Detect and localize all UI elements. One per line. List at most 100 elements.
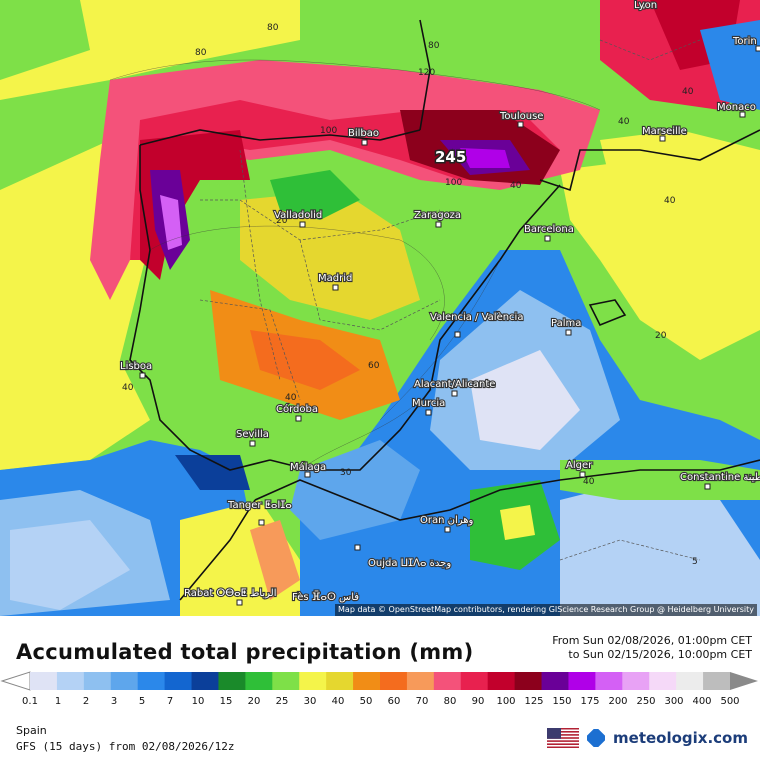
scale-cell <box>676 672 704 690</box>
color-scale <box>0 671 758 691</box>
scale-tick-label: 15 <box>219 696 233 707</box>
scale-tick-label: 250 <box>636 696 656 707</box>
precipitation-map[interactable]: 80 80 80 120 100 100 40 40 40 40 40 40 4… <box>0 0 760 616</box>
city-label: Bilbao <box>348 128 379 139</box>
scale-cell <box>622 672 650 690</box>
scale-tick-label: 2 <box>82 696 90 707</box>
scale-tick-label: 50 <box>359 696 373 707</box>
scale-tick-label: 40 <box>331 696 345 707</box>
contour-label: 40 <box>285 393 297 403</box>
contour-label: 40 <box>510 181 522 191</box>
city-label: Málaga <box>290 461 326 473</box>
precip-area <box>600 130 760 190</box>
scale-tick-label: 100 <box>496 696 516 707</box>
meteologix-logo-icon <box>587 729 606 747</box>
scale-cell <box>30 672 58 690</box>
precip-area <box>240 190 420 320</box>
contour-label: 20 <box>276 216 288 226</box>
contour-label: 40 <box>664 196 676 206</box>
city-label: Lisboa <box>120 361 152 372</box>
city-label: Tanger ⵟⴰⵏⵊⴰ <box>227 500 292 511</box>
precip-area <box>250 520 300 600</box>
region-borders <box>199 39 701 561</box>
precip-area <box>160 195 182 250</box>
contour-label: 60 <box>368 361 380 371</box>
scale-cell <box>137 672 166 690</box>
contour-label: 100 <box>320 126 337 136</box>
precip-area <box>175 455 250 490</box>
scale-tick-label: 500 <box>720 696 740 707</box>
scale-cell <box>649 672 677 690</box>
precip-area <box>470 350 580 450</box>
scale-ticks: 0.1 1 2 3 5 7 10 15 20 25 30 40 50 60 70 80 90 100 125 150 1… <box>0 696 760 710</box>
city-label: Sevilla <box>236 429 269 440</box>
scale-tick-label: 80 <box>443 696 457 707</box>
scale-tick-label: 90 <box>471 696 485 707</box>
city-label: Valencia / València <box>430 311 523 323</box>
city-label: Murcia <box>412 398 445 409</box>
scale-tick-label: 20 <box>247 696 261 707</box>
scale-tick-label: 300 <box>664 696 684 707</box>
scale-cell <box>541 672 569 690</box>
city-label: Fès ⴼⴰⵙ فاس <box>292 591 359 603</box>
scale-cell <box>487 672 516 690</box>
contour-label: 20 <box>655 331 667 341</box>
scale-arrow-left <box>0 671 31 691</box>
city-label: Torin <box>732 36 757 47</box>
scale-cell <box>56 672 85 690</box>
scale-cell <box>514 672 543 690</box>
scale-cell <box>218 672 246 690</box>
scale-cell <box>164 672 193 690</box>
precip-area <box>270 170 360 220</box>
scale-tick-label: 3 <box>110 696 118 707</box>
scale-tick-label: 60 <box>387 696 401 707</box>
legend-panel: Accumulated total precipitation (mm) Fro… <box>0 616 760 760</box>
contour-label: 100 <box>445 178 462 188</box>
color-scale-cells <box>0 671 758 691</box>
city-label: Monaco <box>717 102 756 113</box>
scale-tick-label: 400 <box>692 696 712 707</box>
period-from: From Sun 02/08/2026, 01:00pm CET <box>552 634 752 647</box>
contour-label: 5 <box>692 557 698 567</box>
scale-tick-label: 70 <box>415 696 429 707</box>
precip-area <box>460 148 510 168</box>
scale-tick-label: 125 <box>524 696 544 707</box>
scale-tick-label: 200 <box>608 696 628 707</box>
city-label: Constantine قسنطينة <box>680 472 760 483</box>
scale-tick-label: 7 <box>166 696 174 707</box>
scale-cell <box>299 672 327 690</box>
scale-cell <box>245 672 273 690</box>
city-label: Valladolid <box>274 210 322 221</box>
city-label: Oujda ⵡⵊⴷⴰ وجدة <box>368 558 451 569</box>
scale-cell <box>353 672 381 690</box>
city-markers <box>139 3 760 606</box>
contour-label: 80 <box>195 48 207 58</box>
contour-label: 120 <box>418 68 435 78</box>
city-label: Córdoba <box>276 403 318 415</box>
contour-label: 40 <box>122 383 134 393</box>
scale-cell <box>703 672 731 690</box>
scale-tick-label: 0.1 <box>22 696 38 707</box>
precip-area <box>250 330 360 390</box>
contour-label: 40 <box>682 87 694 97</box>
scale-tick-label: 175 <box>580 696 600 707</box>
city-label: Palma <box>551 318 581 329</box>
city-label: Zaragoza <box>414 210 461 221</box>
map-attribution: Map data © OpenStreetMap contributors, r… <box>335 604 757 616</box>
contour-label: 80 <box>267 23 279 33</box>
scale-cell <box>110 672 139 690</box>
us-flag-icon[interactable] <box>547 728 580 748</box>
city-label: Alger <box>566 460 593 471</box>
scale-tick-label: 150 <box>552 696 572 707</box>
precip-area <box>500 505 535 540</box>
coastline <box>129 19 760 601</box>
brand[interactable]: meteologix.com <box>547 728 748 748</box>
city-label: Rabat ⵔⴱⴰⵟ الرباط <box>184 588 276 599</box>
scale-cell <box>326 672 354 690</box>
legend-title: Accumulated total precipitation (mm) <box>16 640 474 664</box>
time-period: From Sun 02/08/2026, 01:00pm CET to Sun … <box>552 634 752 662</box>
scale-cell <box>272 672 300 690</box>
scale-tick-label: 25 <box>275 696 289 707</box>
scale-cell <box>460 672 489 690</box>
city-label: Oran وهران <box>420 515 474 526</box>
